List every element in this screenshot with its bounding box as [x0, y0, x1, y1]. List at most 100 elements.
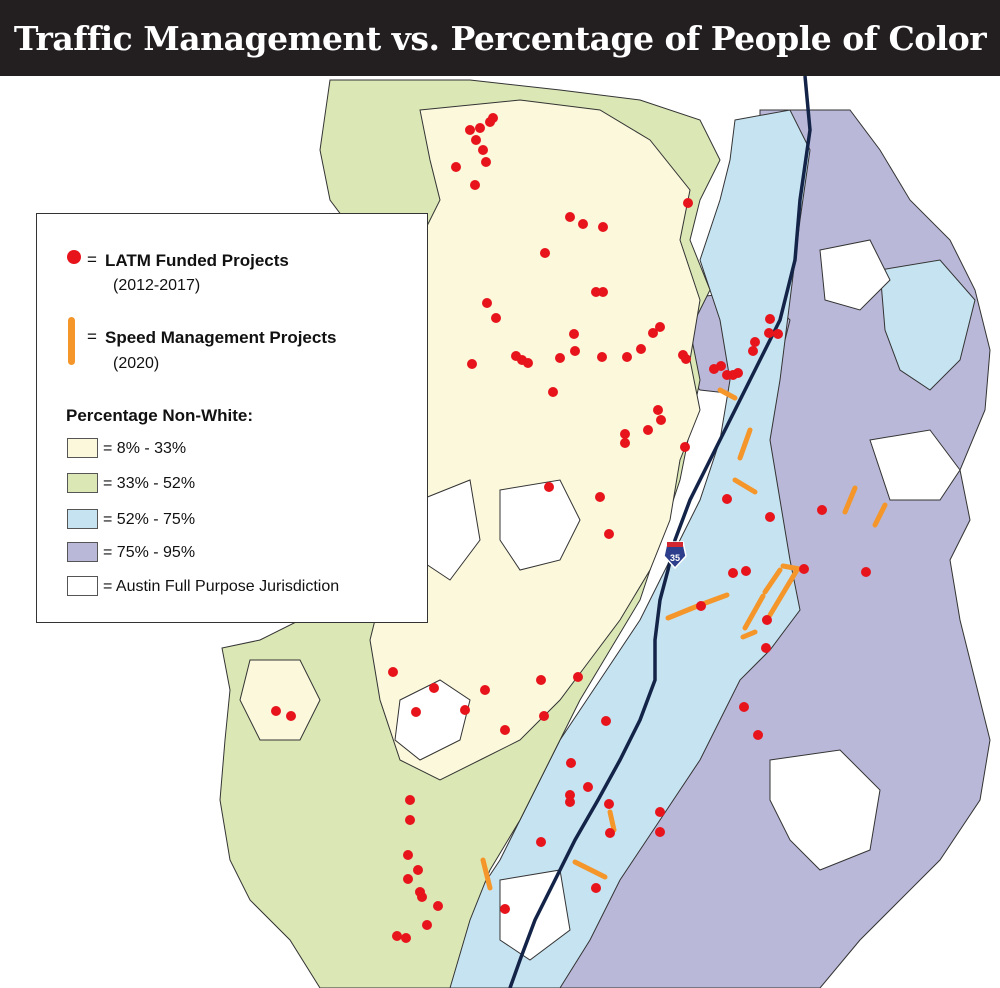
speed-management-segment — [732, 477, 758, 495]
latm-project-dot — [750, 337, 760, 347]
latm-project-dot — [681, 354, 691, 364]
latm-project-dot — [482, 298, 492, 308]
latm-project-dot — [411, 707, 421, 717]
latm-project-dot — [555, 353, 565, 363]
legend-range-52-75: = 52% - 75% — [103, 511, 196, 528]
latm-project-dot — [861, 567, 871, 577]
latm-project-dot — [643, 425, 653, 435]
latm-project-dot — [500, 904, 510, 914]
latm-project-dot — [429, 683, 439, 693]
latm-project-dot — [405, 795, 415, 805]
legend-swatch-8-33 — [67, 438, 98, 458]
legend-swatch-52-75 — [67, 509, 98, 529]
latm-project-dot — [271, 706, 281, 716]
speed-management-segment — [872, 502, 888, 528]
latm-project-dot — [536, 837, 546, 847]
latm-project-dot — [655, 322, 665, 332]
latm-project-dot — [597, 352, 607, 362]
speed-management-segment — [842, 485, 858, 515]
latm-project-dot — [773, 329, 783, 339]
latm-project-dot — [598, 287, 608, 297]
latm-project-dot — [817, 505, 827, 515]
latm-project-dot — [648, 328, 658, 338]
latm-project-dot — [488, 113, 498, 123]
legend-swatch-jurisdiction — [67, 576, 98, 596]
speed-management-segment — [740, 629, 758, 640]
legend-range-8-33: = 8% - 33% — [103, 440, 187, 457]
latm-project-dot — [761, 643, 771, 653]
speed-management-segment — [665, 602, 703, 621]
map-title: Traffic Management vs. Percentage of Peo… — [13, 18, 987, 58]
latm-project-dot — [451, 162, 461, 172]
legend-speed-equals: = — [87, 327, 97, 346]
latm-project-dot — [539, 711, 549, 721]
latm-project-dot — [433, 901, 443, 911]
latm-project-dot — [620, 438, 630, 448]
latm-project-dot — [540, 248, 550, 258]
speed-management-segment — [737, 427, 753, 461]
latm-project-dot — [636, 344, 646, 354]
latm-project-dot — [753, 730, 763, 740]
legend: = LATM Funded Projects (2012-2017) = Spe… — [36, 213, 428, 623]
latm-project-dot — [523, 358, 533, 368]
latm-project-dot — [598, 222, 608, 232]
latm-project-dot — [591, 287, 601, 297]
region-band-8-33-sw — [239, 659, 321, 741]
latm-project-dot — [536, 675, 546, 685]
latm-project-dot — [401, 933, 411, 943]
latm-project-dot — [413, 865, 423, 875]
jurisdiction-area-1 — [499, 479, 581, 571]
speed-management-segment — [767, 567, 800, 618]
speed-management-segment — [572, 859, 608, 880]
legend-percentage-title: Percentage Non-White: — [66, 406, 254, 425]
red-dot-icon — [67, 250, 81, 264]
latm-project-dot — [622, 352, 632, 362]
latm-project-dot — [683, 198, 693, 208]
speed-management-segment — [480, 857, 493, 891]
latm-project-dot — [741, 566, 751, 576]
legend-range-75-95: = 75% - 95% — [103, 544, 196, 561]
latm-project-dot — [470, 180, 480, 190]
latm-project-dot — [565, 797, 575, 807]
latm-project-dot — [591, 883, 601, 893]
legend-latm-title: LATM Funded Projects — [105, 251, 289, 270]
latm-project-dot — [565, 790, 575, 800]
latm-project-dot — [620, 429, 630, 439]
latm-project-dot — [465, 125, 475, 135]
latm-project-dot — [696, 601, 706, 611]
latm-project-dot — [565, 212, 575, 222]
latm-project-dot — [388, 667, 398, 677]
latm-project-dot — [655, 827, 665, 837]
latm-project-dot — [680, 442, 690, 452]
latm-dots-layer — [271, 113, 871, 943]
latm-project-dot — [653, 405, 663, 415]
speed-management-segment — [762, 567, 783, 595]
latm-project-dot — [601, 716, 611, 726]
region-band-52-75-east — [879, 259, 976, 391]
legend-speed-title: Speed Management Projects — [105, 328, 337, 347]
latm-project-dot — [475, 123, 485, 133]
jurisdiction-area-4 — [869, 429, 961, 501]
latm-project-dot — [655, 807, 665, 817]
latm-project-dot — [569, 329, 579, 339]
latm-project-dot — [480, 685, 490, 695]
latm-project-dot — [548, 387, 558, 397]
speed-management-segment — [742, 593, 766, 631]
latm-project-dot — [728, 568, 738, 578]
legend-latm-years: (2012-2017) — [113, 277, 201, 294]
latm-project-dot — [722, 494, 732, 504]
latm-project-dot — [491, 313, 501, 323]
latm-project-dot — [422, 920, 432, 930]
latm-project-dot — [405, 815, 415, 825]
latm-project-dot — [595, 492, 605, 502]
latm-project-dot — [460, 705, 470, 715]
latm-project-dot — [765, 512, 775, 522]
latm-project-dot — [733, 368, 743, 378]
latm-project-dot — [478, 145, 488, 155]
latm-project-dot — [467, 359, 477, 369]
title-bar: Traffic Management vs. Percentage of Peo… — [0, 0, 1000, 76]
latm-project-dot — [392, 931, 402, 941]
latm-project-dot — [583, 782, 593, 792]
latm-project-dot — [570, 346, 580, 356]
